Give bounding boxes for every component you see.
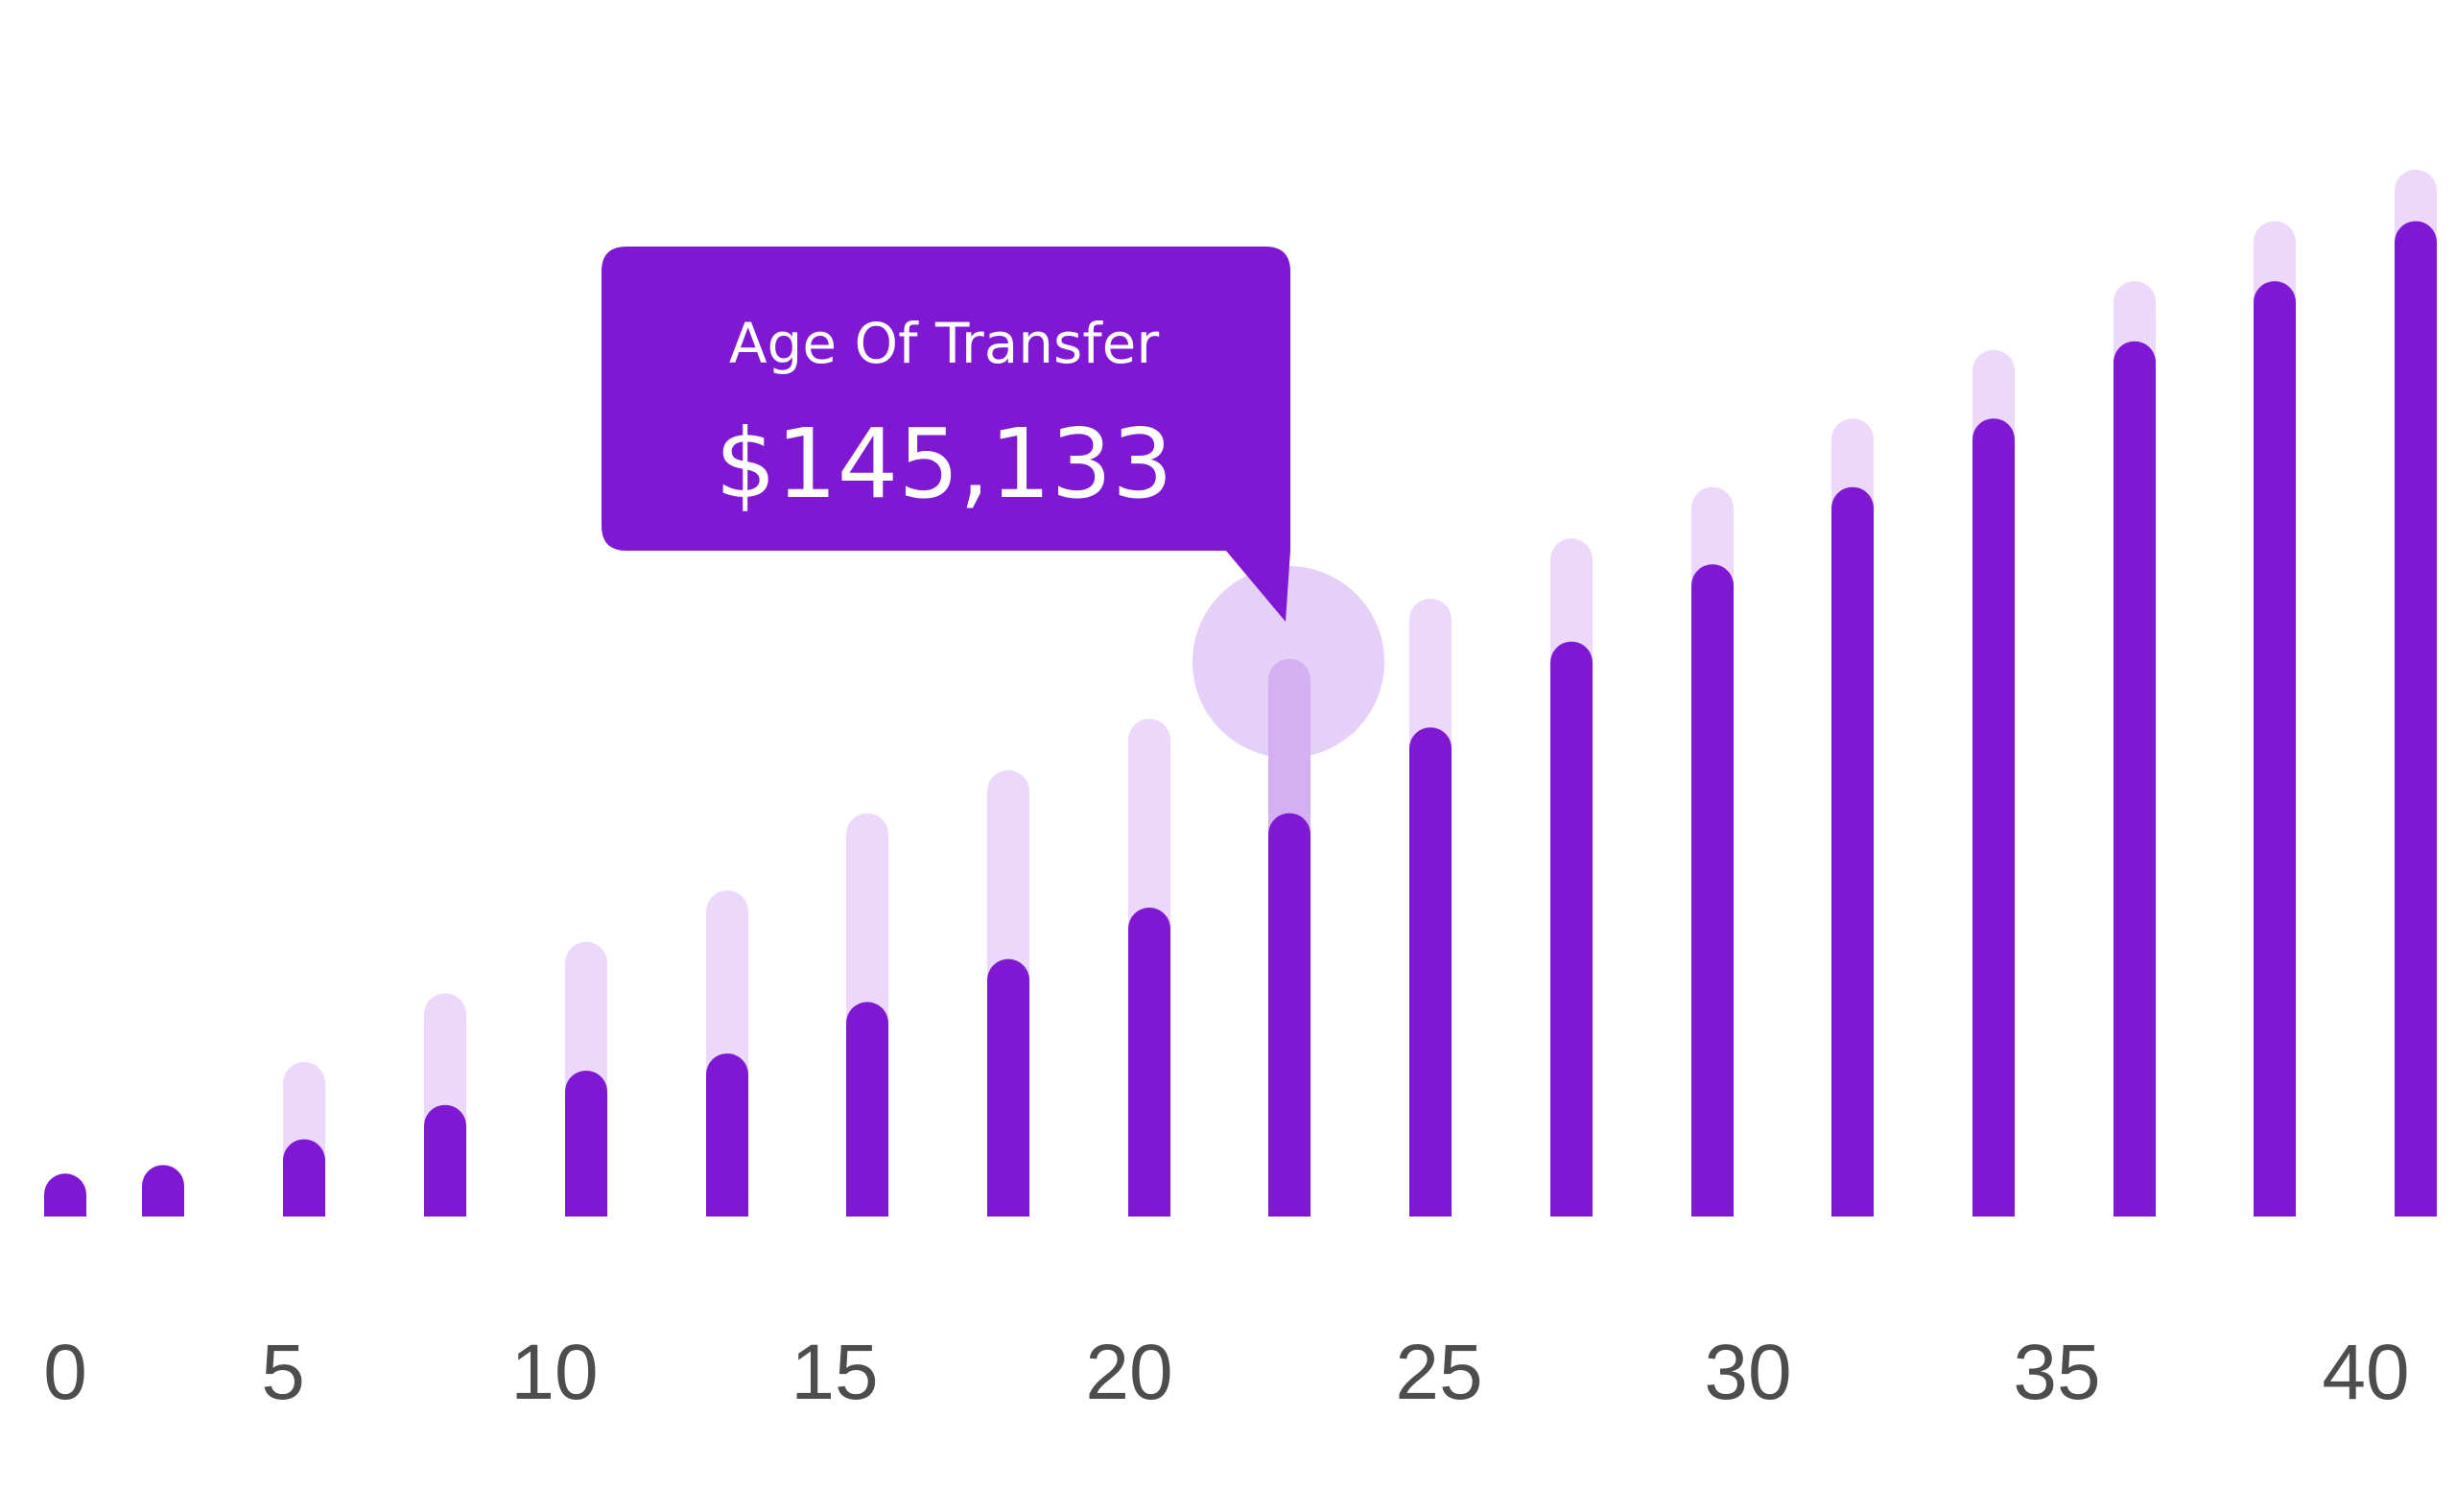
x-tick-label: 0 xyxy=(43,1329,87,1416)
bar-primary-4[interactable] xyxy=(424,1105,466,1217)
x-tick-label: 40 xyxy=(2322,1329,2409,1416)
bar-primary-18[interactable] xyxy=(2395,221,2437,1217)
x-tick-label: 10 xyxy=(510,1329,598,1416)
bar-primary-2[interactable] xyxy=(142,1165,184,1217)
bar-primary-12[interactable] xyxy=(1550,642,1593,1217)
bar-primary-15[interactable] xyxy=(1972,418,2015,1217)
tooltip: Age Of Transfer $145,133 xyxy=(602,247,1384,758)
bar-primary-10[interactable] xyxy=(1268,814,1311,1217)
x-tick-label: 5 xyxy=(261,1329,305,1416)
x-tick-label: 25 xyxy=(1395,1329,1482,1416)
bar-primary-3[interactable] xyxy=(283,1140,325,1217)
bar-primary-5[interactable] xyxy=(565,1071,607,1217)
hover-highlight-circle xyxy=(1193,566,1384,758)
tooltip-title: Age Of Transfer xyxy=(729,311,1159,376)
x-axis-ticks: 0 5 10 15 20 25 30 35 40 xyxy=(43,1329,2409,1416)
bar-primary-9[interactable] xyxy=(1128,908,1170,1217)
x-tick-label: 20 xyxy=(1085,1329,1172,1416)
x-tick-label: 30 xyxy=(1704,1329,1791,1416)
bar-primary-16[interactable] xyxy=(2114,342,2156,1217)
bar-primary-1[interactable] xyxy=(44,1173,86,1217)
bar-primary-13[interactable] xyxy=(1691,564,1734,1217)
bar-primary-11[interactable] xyxy=(1409,727,1452,1217)
bar-primary-14[interactable] xyxy=(1831,487,1874,1217)
bar-primary-7[interactable] xyxy=(846,1002,888,1217)
x-tick-label: 35 xyxy=(2013,1329,2100,1416)
bar-primary-6[interactable] xyxy=(706,1053,748,1217)
x-tick-label: 15 xyxy=(791,1329,878,1416)
bar-primary-17[interactable] xyxy=(2254,281,2296,1217)
tooltip-value: $145,133 xyxy=(715,408,1172,520)
bar-primary-8[interactable] xyxy=(987,959,1029,1217)
